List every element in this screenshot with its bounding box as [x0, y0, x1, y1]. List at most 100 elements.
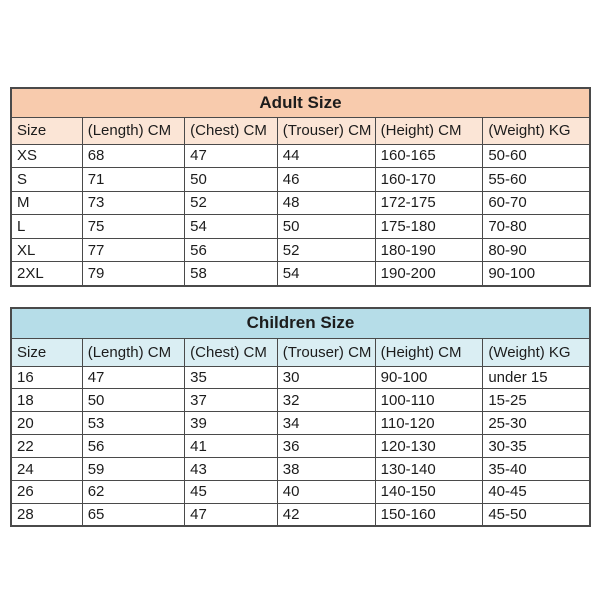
table-cell: 42 — [276, 502, 376, 527]
table-cell: 175-180 — [374, 214, 484, 239]
table-cell: 37 — [184, 388, 278, 413]
table-row: XS 68 47 44 160-165 50-60 — [10, 143, 591, 169]
children-size-table: Children Size Size (Length) CM (Chest) CM(… — [10, 307, 591, 528]
table-cell: 55-60 — [482, 167, 591, 192]
table-title-row: Children Size — [10, 307, 591, 339]
table-cell: 80-90 — [482, 237, 591, 263]
column-header: (Length) CM — [81, 116, 186, 145]
table-cell: 35 — [184, 365, 278, 390]
table-header-row: Size (Length) CM (Chest) CM (Trouser) CM (He… — [10, 116, 591, 145]
table-cell: 79 — [81, 261, 186, 287]
table-cell: 50 — [276, 214, 376, 239]
column-header: (Chest) CM — [184, 337, 278, 367]
table-cell: 25-30 — [482, 411, 591, 436]
column-header: (Chest) CM — [184, 116, 278, 145]
table-cell: 46 — [276, 167, 376, 192]
table-cell: 16 — [10, 365, 83, 390]
table-row: XL 77 56 52 180-190 80-90 — [10, 237, 591, 263]
table-row: 2XL 79 58 54 190-200 90-100 — [10, 261, 591, 287]
table-cell: 58 — [184, 261, 278, 287]
table-cell: 59 — [81, 457, 186, 481]
table-row: M 73 52 48 172-175 60-70 — [10, 190, 591, 216]
table-cell: 65 — [81, 502, 186, 527]
table-cell: 22 — [10, 434, 83, 459]
table-cell: 50 — [81, 388, 186, 413]
table-cell: 40-45 — [482, 479, 591, 504]
table-row: 24 59 43 38 130-140 35-40 — [10, 457, 591, 481]
table-cell: 15-25 — [482, 388, 591, 413]
table-cell: 140-150 — [374, 479, 484, 504]
table-cell: 77 — [81, 237, 186, 263]
table-cell: 32 — [276, 388, 376, 413]
table-cell: 160-165 — [374, 143, 484, 169]
table-cell: M — [10, 190, 83, 216]
table-cell: 44 — [276, 143, 376, 169]
column-header: (Trouser) CM — [276, 337, 376, 367]
table-cell: 54 — [276, 261, 376, 287]
table-cell: 45 — [184, 479, 278, 504]
table-header-row: Size (Length) CM (Chest) CM (Trouser) CM (He… — [10, 337, 591, 367]
column-header: Size — [10, 337, 83, 367]
table-cell: 160-170 — [374, 167, 484, 192]
table-cell: 18 — [10, 388, 83, 413]
table-cell: 47 — [81, 365, 186, 390]
table-title-row: Adult Size — [10, 87, 591, 118]
column-header: (Length) CM — [81, 337, 186, 367]
column-header: (Weight) KG — [482, 337, 591, 367]
table-cell: 34 — [276, 411, 376, 436]
table-row: 22 56 41 36 120-130 30-35 — [10, 434, 591, 459]
table-cell: 47 — [184, 502, 278, 527]
table-cell: 50 — [184, 167, 278, 192]
table-cell: 28 — [10, 502, 83, 527]
table-cell: 75 — [81, 214, 186, 239]
table-row: S 71 50 46 160-170 55-60 — [10, 167, 591, 192]
table-cell: 30-35 — [482, 434, 591, 459]
table-cell: 60-70 — [482, 190, 591, 216]
table-cell: 56 — [81, 434, 186, 459]
table-row: 18 50 37 32 100-110 15-25 — [10, 388, 591, 413]
column-header: Size — [10, 116, 83, 145]
column-header: (Trouser) CM — [276, 116, 376, 145]
table-cell: 70-80 — [482, 214, 591, 239]
adult-size-table: Adult Size Size (Length) CM (Chest) CM (Tro… — [10, 87, 591, 287]
table-cell: XL — [10, 237, 83, 263]
table-cell: 30 — [276, 365, 376, 390]
children-size-title: Children Size — [10, 307, 591, 339]
table-cell: 62 — [81, 479, 186, 504]
table-cell: L — [10, 214, 83, 239]
table-cell: 20 — [10, 411, 83, 436]
table-cell: 38 — [276, 457, 376, 481]
table-cell: 190-200 — [374, 261, 484, 287]
table-cell: 130-140 — [374, 457, 484, 481]
table-cell: 120-130 — [374, 434, 484, 459]
adult-size-title: Adult Size — [10, 87, 591, 118]
table-cell: 47 — [184, 143, 278, 169]
table-cell: 110-120 — [374, 411, 484, 436]
table-cell: 48 — [276, 190, 376, 216]
column-header: (Height) CM — [374, 116, 484, 145]
column-header: (Weight) KG — [482, 116, 591, 145]
table-row: 20 53 39 34 110-120 25-30 — [10, 411, 591, 436]
table-cell: 172-175 — [374, 190, 484, 216]
table-row: 28 65 47 42 150-160 45-50 — [10, 502, 591, 527]
table-cell: 68 — [81, 143, 186, 169]
table-cell: 90-100 — [374, 365, 484, 390]
table-cell: 36 — [276, 434, 376, 459]
table-row: L 75 54 50 175-180 70-80 — [10, 214, 591, 239]
table-cell: 40 — [276, 479, 376, 504]
table-cell: 50-60 — [482, 143, 591, 169]
table-cell: 150-160 — [374, 502, 484, 527]
table-cell: under 15 — [482, 365, 591, 390]
column-header: (Height) CM — [374, 337, 484, 367]
table-cell: 90-100 — [482, 261, 591, 287]
table-cell: 41 — [184, 434, 278, 459]
table-cell: XS — [10, 143, 83, 169]
table-cell: 52 — [184, 190, 278, 216]
table-cell: 54 — [184, 214, 278, 239]
table-cell: 53 — [81, 411, 186, 436]
table-cell: 43 — [184, 457, 278, 481]
table-cell: 2XL — [10, 261, 83, 287]
table-cell: 45-50 — [482, 502, 591, 527]
table-cell: 39 — [184, 411, 278, 436]
